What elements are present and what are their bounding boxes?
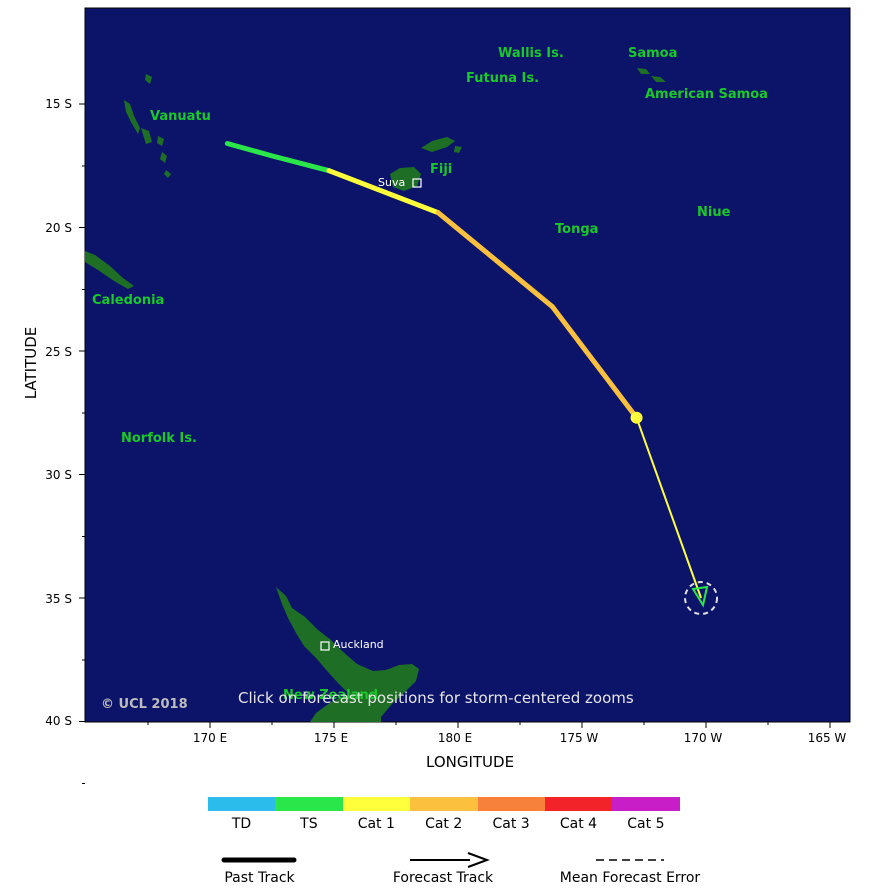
legend-swatch-cat3 <box>477 797 546 811</box>
x-axis-title: LONGITUDE <box>426 753 515 771</box>
forecast-segment-cat2b <box>549 304 640 421</box>
lat-tick-label: 40 S <box>45 714 72 728</box>
legend-label-cat5: Cat 5 <box>627 816 665 832</box>
ocean-background[interactable] <box>84 7 851 723</box>
y-axis-title: LATITUDE <box>22 326 40 400</box>
legend-label-ts: TS <box>300 816 318 832</box>
label-wallis: Wallis Is. <box>498 46 564 61</box>
storm-track <box>224 141 719 615</box>
legend-swatch-cat5 <box>612 797 681 811</box>
legend-swatch-td <box>208 797 276 811</box>
label-samoa: Samoa <box>628 46 678 61</box>
past-track-label: Past Track <box>224 870 295 886</box>
label-tonga: Tonga <box>555 222 599 237</box>
land-masses <box>85 68 666 722</box>
legend-label-cat4: Cat 4 <box>559 816 598 832</box>
label-futuna: Futuna Is. <box>466 71 540 86</box>
copyright: © UCL 2018 <box>101 697 188 712</box>
track-type-legend <box>221 852 664 868</box>
lat-tick-label: 20 S <box>45 221 72 235</box>
forecast-arrow-icon <box>467 852 490 868</box>
mean-error-label: Mean Forecast Error <box>559 870 701 886</box>
lon-tick-label: 170 W <box>683 731 723 745</box>
legend-label-cat1: Cat 1 <box>357 816 395 832</box>
label-caledonia: Caledonia <box>92 293 165 308</box>
label-suva: Suva <box>378 176 406 189</box>
label-norfolk: Norfolk Is. <box>121 431 197 446</box>
label-vanuatu: Vanuatu <box>150 109 211 124</box>
legend-label-td: TD <box>231 816 252 832</box>
lat-tick-label: 15 S <box>45 97 72 111</box>
forecast-zoom-notice: Click on forecast positions for storm-ce… <box>238 689 634 707</box>
past-track-line <box>224 141 332 174</box>
lon-tick-label: 170 E <box>192 731 228 745</box>
label-new-zealand: New Zealand <box>283 688 379 703</box>
forecast-segment-cat2a <box>435 210 555 310</box>
legend-swatch-cat1 <box>342 797 411 811</box>
legend-swatch-cat2 <box>410 797 479 811</box>
label-niue: Niue <box>697 205 731 220</box>
lon-tick-label: 180 E <box>437 731 473 745</box>
lon-tick-label: 165 W <box>807 731 847 745</box>
lon-tick-label: 175 W <box>559 731 599 745</box>
lat-tick-label: 25 S <box>45 345 72 359</box>
label-auckland: Auckland <box>333 638 384 651</box>
forecast-arrowhead-icon[interactable] <box>691 585 709 608</box>
legend-label-cat3: Cat 3 <box>492 816 530 832</box>
label-fiji: Fiji <box>430 162 453 177</box>
lon-tick-label: 175 E <box>313 731 349 745</box>
forecast-segment-ts <box>635 417 702 599</box>
suva-marker[interactable] <box>412 178 422 188</box>
lat-tick-label: 30 S <box>45 468 72 482</box>
legend-label-cat2: Cat 2 <box>425 816 463 832</box>
lat-tick-label: 35 S <box>45 592 72 606</box>
legend-swatch-ts <box>275 797 344 811</box>
mean-forecast-error-circle <box>684 581 719 615</box>
label-american-samoa: American Samoa <box>645 87 768 102</box>
forecast-track-label: Forecast Track <box>392 870 494 886</box>
legend-swatch-cat4 <box>545 797 613 811</box>
current-position-marker[interactable] <box>630 411 643 424</box>
auckland-marker[interactable] <box>320 641 330 651</box>
forecast-segment-cat1 <box>326 168 441 216</box>
